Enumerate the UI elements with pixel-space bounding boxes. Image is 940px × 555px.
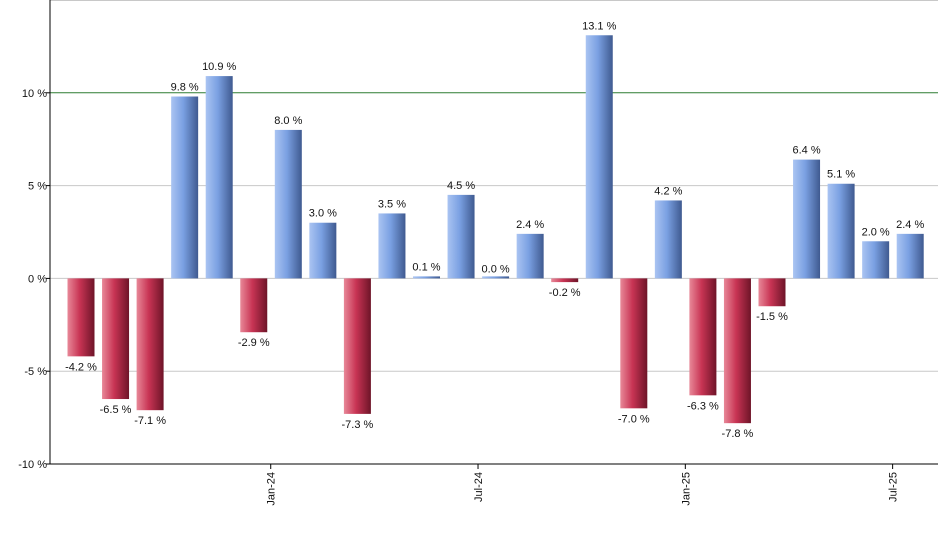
x-tick-label-Jul-25: Jul-25	[888, 472, 900, 502]
data-label-1: -6.5 %	[100, 404, 132, 416]
data-label-9: 3.5 %	[378, 198, 406, 210]
data-label-23: 2.0 %	[862, 226, 890, 238]
data-label-7: 3.0 %	[309, 208, 337, 220]
data-label-4: 10.9 %	[202, 61, 236, 73]
bar-24	[896, 233, 924, 279]
data-labels: -4.2 % -6.5 %-7.1 % 9.8 %10.9 % -2.9 % 8.0 %…	[65, 20, 924, 440]
bar-6	[274, 129, 302, 279]
bar-1	[102, 278, 130, 400]
bar-17	[654, 200, 682, 279]
bar-22	[827, 183, 855, 279]
y-tick-label-10: 10 %	[22, 88, 47, 100]
data-label-21: 6.4 %	[792, 145, 820, 157]
y-tick-label-0: 0 %	[28, 273, 47, 285]
data-label-11: 4.5 %	[447, 180, 475, 192]
x-tick-label-Jan-25: Jan-25	[680, 472, 692, 506]
data-label-20: -1.5 %	[756, 311, 788, 323]
data-label-8: -7.3 %	[342, 419, 374, 431]
axes: -10 % -5 % 0 % 5 % 10 % Jan-24 Jul-24 Jan-25 Jul…	[18, 0, 938, 506]
bar-16	[620, 278, 648, 409]
data-label-22: 5.1 %	[827, 169, 855, 181]
data-label-16: -7.0 %	[618, 413, 650, 425]
bar-8	[343, 278, 371, 414]
y-tick-label--5: -5 %	[24, 366, 47, 378]
data-label-13: 2.4 %	[516, 219, 544, 231]
data-label-24: 2.4 %	[896, 219, 924, 231]
data-label-5: -2.9 %	[238, 337, 270, 349]
data-label-17: 4.2 %	[654, 185, 682, 197]
data-label-14: -0.2 %	[549, 287, 581, 299]
data-label-15: 13.1 %	[582, 20, 616, 32]
bar-5	[240, 278, 268, 333]
bar-10	[413, 276, 440, 279]
bar-18	[689, 278, 717, 396]
bars	[67, 35, 924, 424]
data-label-19: -7.8 %	[722, 428, 754, 440]
data-label-0: -4.2 %	[65, 361, 97, 373]
bar-21	[793, 159, 821, 279]
y-tick-label--10: -10 %	[18, 459, 47, 471]
bar-2	[136, 278, 164, 411]
bar-4	[205, 76, 233, 279]
bar-23	[862, 241, 890, 279]
bar-0	[67, 278, 95, 357]
bar-12	[482, 276, 510, 279]
bar-9	[378, 213, 406, 279]
data-label-18: -6.3 %	[687, 400, 719, 412]
bar-11	[447, 194, 475, 279]
bar-19	[723, 278, 751, 424]
data-label-2: -7.1 %	[134, 415, 166, 427]
bar-3	[171, 96, 199, 279]
data-label-10: 0.1 %	[412, 262, 440, 274]
data-label-12: 0.0 %	[482, 263, 510, 275]
x-tick-label-Jul-24: Jul-24	[473, 472, 485, 502]
x-tick-label-Jan-24: Jan-24	[266, 472, 278, 506]
bar-15	[585, 35, 613, 279]
data-label-6: 8.0 %	[274, 115, 302, 127]
y-tick-label-5: 5 %	[28, 181, 47, 193]
data-label-3: 9.8 %	[171, 82, 199, 94]
bar-7	[309, 222, 337, 279]
bar-13	[516, 233, 544, 279]
bar-20	[758, 278, 786, 307]
bar-14	[551, 278, 579, 283]
